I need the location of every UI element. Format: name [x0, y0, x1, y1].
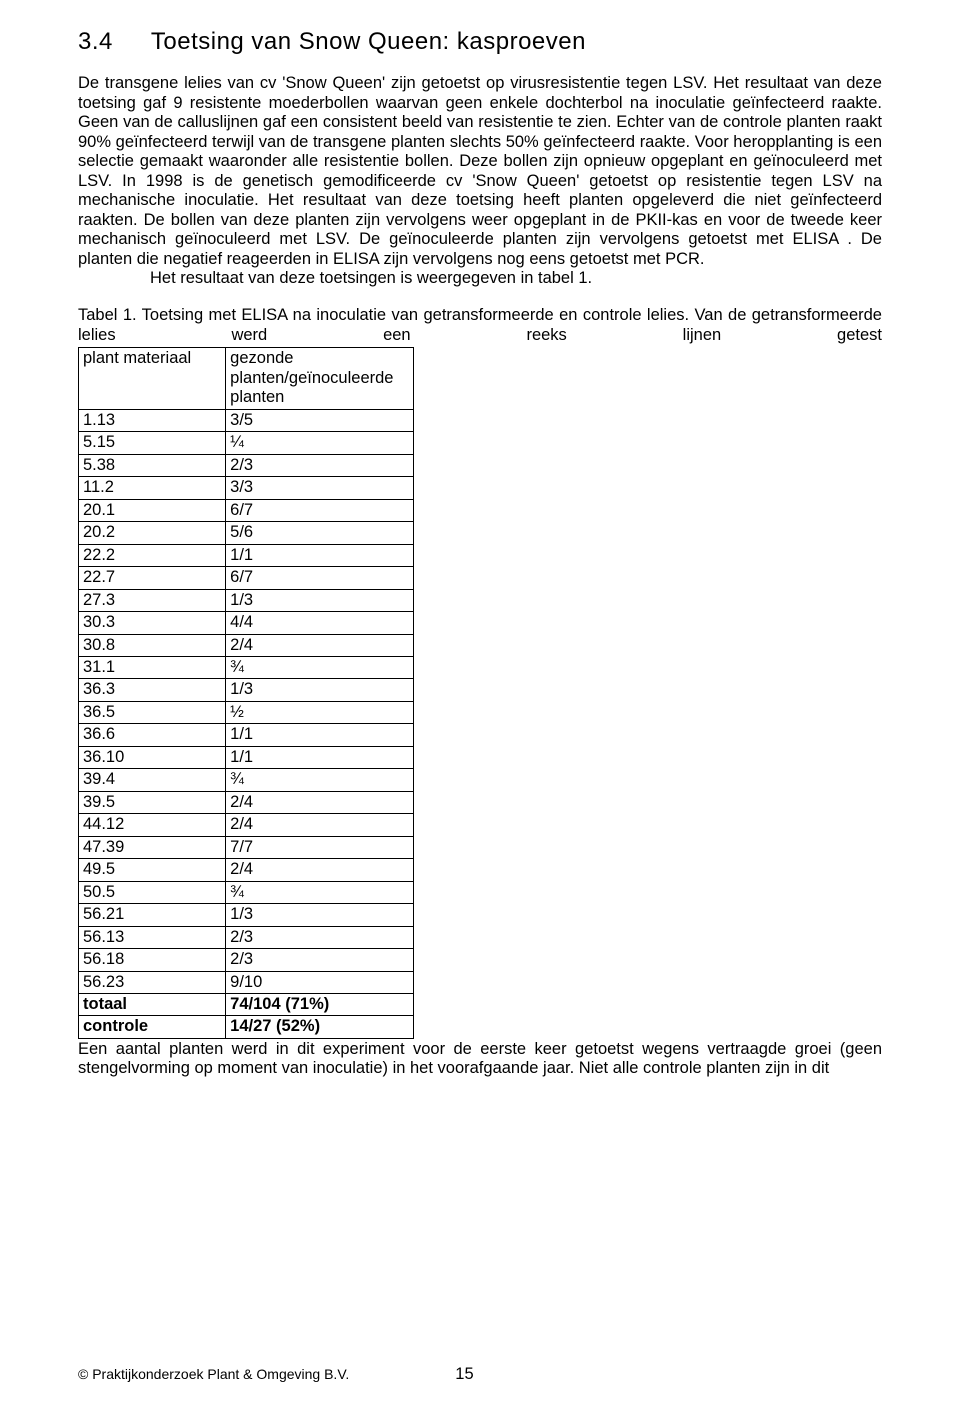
table-cell: controle [79, 1016, 226, 1038]
table-cell: 47.39 [79, 836, 226, 858]
table-cell: 20.2 [79, 522, 226, 544]
table-row: 36.61/1 [79, 724, 414, 746]
table-cell: 30.3 [79, 612, 226, 634]
table-row: 27.31/3 [79, 589, 414, 611]
table-row: 1.133/5 [79, 409, 414, 431]
table-cell: 36.5 [79, 701, 226, 723]
table-row: 30.34/4 [79, 612, 414, 634]
table-cell: 3/5 [226, 409, 414, 431]
table-row: 47.397/7 [79, 836, 414, 858]
table-cell: 1/1 [226, 746, 414, 768]
heading-title: Toetsing van Snow Queen: kasproeven [151, 28, 586, 56]
section-heading: 3.4 Toetsing van Snow Queen: kasproeven [78, 28, 882, 56]
footer-org: © Praktijkonderzoek Plant & Omgeving B.V… [78, 1366, 349, 1383]
table-cell: ¾ [226, 769, 414, 791]
table-cell: 39.5 [79, 791, 226, 813]
table-row: 36.31/3 [79, 679, 414, 701]
table-cell: 36.10 [79, 746, 226, 768]
table-row: 56.211/3 [79, 904, 414, 926]
table-summary-row: controle14/27 (52%) [79, 1016, 414, 1038]
table-cell: 2/4 [226, 791, 414, 813]
table-cell: 30.8 [79, 634, 226, 656]
post-table-text: Een aantal planten werd in dit experimen… [78, 1040, 882, 1079]
table-cell: 5.38 [79, 454, 226, 476]
table-cell: 1.13 [79, 409, 226, 431]
table-row: 36.101/1 [79, 746, 414, 768]
table-cell: 56.23 [79, 971, 226, 993]
table-row: 56.239/10 [79, 971, 414, 993]
table-cell: 31.1 [79, 656, 226, 678]
table-cell: 1/1 [226, 724, 414, 746]
column-header: gezonde planten/geïnoculeerde planten [226, 348, 414, 409]
table-row: 5.15¼ [79, 432, 414, 454]
table-cell: 6/7 [226, 567, 414, 589]
table-cell: 4/4 [226, 612, 414, 634]
paragraph-1-indent: Het resultaat van deze toetsingen is wee… [150, 269, 592, 287]
table-cell: 36.6 [79, 724, 226, 746]
table-cell: 22.2 [79, 544, 226, 566]
table-cell: 49.5 [79, 859, 226, 881]
table-row: 20.16/7 [79, 499, 414, 521]
table-row: 36.5½ [79, 701, 414, 723]
footer-page-number: 15 [455, 1365, 473, 1384]
table-cell: 1/3 [226, 589, 414, 611]
table-cell: 2/3 [226, 454, 414, 476]
table-cell: 22.7 [79, 567, 226, 589]
table-cell: 44.12 [79, 814, 226, 836]
table-cell: totaal [79, 994, 226, 1016]
paragraph-1: De transgene lelies van cv 'Snow Queen' … [78, 74, 882, 288]
table-cell: 5/6 [226, 522, 414, 544]
column-header: plant materiaal [79, 348, 226, 409]
table-cell: 1/1 [226, 544, 414, 566]
table-cell: ¾ [226, 881, 414, 903]
table-cell: 9/10 [226, 971, 414, 993]
table-cell: 14/27 (52%) [226, 1016, 414, 1038]
table-cell: 1/3 [226, 904, 414, 926]
table-row: 30.82/4 [79, 634, 414, 656]
table-cell: 2/4 [226, 814, 414, 836]
table-cell: 74/104 (71%) [226, 994, 414, 1016]
table-cell: 2/4 [226, 634, 414, 656]
table-cell: 50.5 [79, 881, 226, 903]
table-summary-row: totaal74/104 (71%) [79, 994, 414, 1016]
table-row: 22.76/7 [79, 567, 414, 589]
table-row: 11.23/3 [79, 477, 414, 499]
table-row: 56.182/3 [79, 949, 414, 971]
table-cell: 39.4 [79, 769, 226, 791]
table-cell: 7/7 [226, 836, 414, 858]
paragraph-1-text: De transgene lelies van cv 'Snow Queen' … [78, 74, 882, 267]
table-row: 31.1¾ [79, 656, 414, 678]
page-footer: © Praktijkonderzoek Plant & Omgeving B.V… [78, 1365, 882, 1384]
table-cell: 6/7 [226, 499, 414, 521]
table-row: 20.25/6 [79, 522, 414, 544]
heading-number: 3.4 [78, 28, 113, 56]
table-header-row: plant materiaal gezonde planten/geïnocul… [79, 348, 414, 409]
table-row: 39.52/4 [79, 791, 414, 813]
table-cell: 3/3 [226, 477, 414, 499]
table-cell: 2/3 [226, 949, 414, 971]
table-cell: 36.3 [79, 679, 226, 701]
table-row: 56.132/3 [79, 926, 414, 948]
results-table: plant materiaal gezonde planten/geïnocul… [78, 347, 414, 1039]
table-cell: 11.2 [79, 477, 226, 499]
table-cell: ¾ [226, 656, 414, 678]
table-cell: 56.13 [79, 926, 226, 948]
table-row: 5.382/3 [79, 454, 414, 476]
table-cell: 1/3 [226, 679, 414, 701]
table-row: 50.5¾ [79, 881, 414, 903]
table-row: 39.4¾ [79, 769, 414, 791]
table-cell: 56.21 [79, 904, 226, 926]
table-cell: 56.18 [79, 949, 226, 971]
table-caption: Tabel 1. Toetsing met ELISA na inoculati… [78, 306, 882, 345]
table-cell: 2/3 [226, 926, 414, 948]
table-row: 49.52/4 [79, 859, 414, 881]
table-row: 22.21/1 [79, 544, 414, 566]
table-cell: ½ [226, 701, 414, 723]
table-cell: 5.15 [79, 432, 226, 454]
table-cell: ¼ [226, 432, 414, 454]
table-row: 44.122/4 [79, 814, 414, 836]
table-cell: 20.1 [79, 499, 226, 521]
table-cell: 27.3 [79, 589, 226, 611]
table-cell: 2/4 [226, 859, 414, 881]
